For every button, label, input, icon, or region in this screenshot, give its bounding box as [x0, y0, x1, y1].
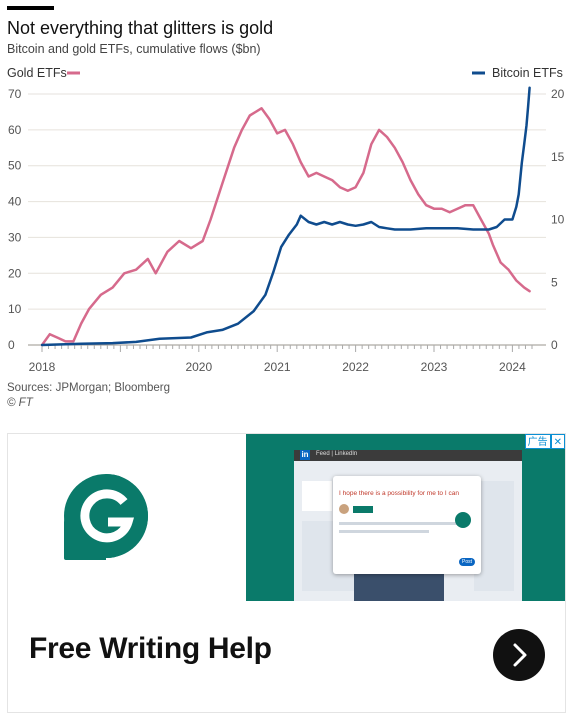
y-right-tick-label: 10: [551, 213, 565, 227]
series-lines: [40, 86, 531, 347]
y-left-tick-label: 10: [8, 302, 22, 316]
preview-grammarly-badge: [455, 512, 471, 528]
preview-editor-popup: I hope there is a possibility for me to …: [333, 476, 481, 574]
y-right-tick-label: 15: [551, 150, 565, 164]
ad-close-icon[interactable]: ✕: [550, 434, 565, 449]
y-left-tick-label: 0: [8, 338, 15, 352]
y-left-tick-label: 40: [8, 195, 22, 209]
x-tick-label: 2021: [264, 360, 291, 374]
preview-avatar: [339, 504, 349, 514]
y-left-tick-label: 60: [8, 123, 22, 137]
y-left-tick-label: 50: [8, 159, 22, 173]
axis-ticks: 0 10 20 30 40 50 60 70 0 5 10 15 20 2018 2020 2021 2022 2…: [8, 87, 565, 374]
series-line-gold-etfs: [40, 107, 531, 347]
gridlines: [28, 93, 546, 346]
preview-sample-text: I hope there is a possibility for me to …: [339, 490, 459, 497]
ad-cta-button[interactable]: [493, 629, 545, 681]
preview-browser-window: in Feed | LinkedIn: [294, 450, 522, 601]
x-tick-label: 2022: [342, 360, 369, 374]
x-tick-label: 2018: [29, 360, 56, 374]
series-line-bitcoin-etfs: [40, 86, 531, 347]
x-tick-label: 2024: [499, 360, 526, 374]
source-text: Sources: JPMorgan; Bloomberg: [7, 382, 170, 394]
line-chart: 0 10 20 30 40 50 60 70 0 5 10 15 20 2018 2020 2021 2022 2…: [7, 66, 565, 374]
legend-gold: Gold ETFs: [7, 66, 80, 80]
ad-banner[interactable]: in Feed | LinkedIn I hope there is a pos…: [7, 433, 566, 713]
legend-bitcoin-label: Bitcoin ETFs: [492, 66, 563, 80]
ad-preview-image: in Feed | LinkedIn I hope there is a pos…: [246, 434, 565, 601]
chevron-right-icon: [513, 643, 527, 667]
legend-gold-label: Gold ETFs: [7, 66, 67, 80]
top-rule: [7, 6, 54, 10]
ad-badge[interactable]: 广告 ✕: [524, 434, 565, 449]
ad-label: 广告: [524, 434, 551, 449]
y-right-tick-label: 5: [551, 275, 558, 289]
preview-tab-title: Feed | LinkedIn: [316, 451, 358, 457]
linkedin-icon: in: [300, 450, 310, 460]
y-left-tick-label: 30: [8, 230, 22, 244]
y-left-tick-label: 70: [8, 87, 22, 101]
copyright-text: © FT: [7, 397, 33, 409]
legend-bitcoin: Bitcoin ETFs: [472, 66, 563, 80]
chart-title: Not everything that glitters is gold: [7, 18, 274, 38]
chart-subtitle: Bitcoin and gold ETFs, cumulative flows …: [7, 42, 261, 56]
source-note: Sources: JPMorgan; Bloomberg © FT: [7, 381, 170, 411]
preview-post-button: Post: [459, 558, 475, 566]
y-left-tick-label: 20: [8, 266, 22, 280]
x-tick-label: 2020: [185, 360, 212, 374]
y-right-tick-label: 0: [551, 338, 558, 352]
grammarly-g-icon: [62, 472, 150, 567]
ad-headline[interactable]: Free Writing Help: [29, 632, 272, 665]
y-right-tick-label: 20: [551, 87, 565, 101]
x-tick-label: 2023: [421, 360, 448, 374]
